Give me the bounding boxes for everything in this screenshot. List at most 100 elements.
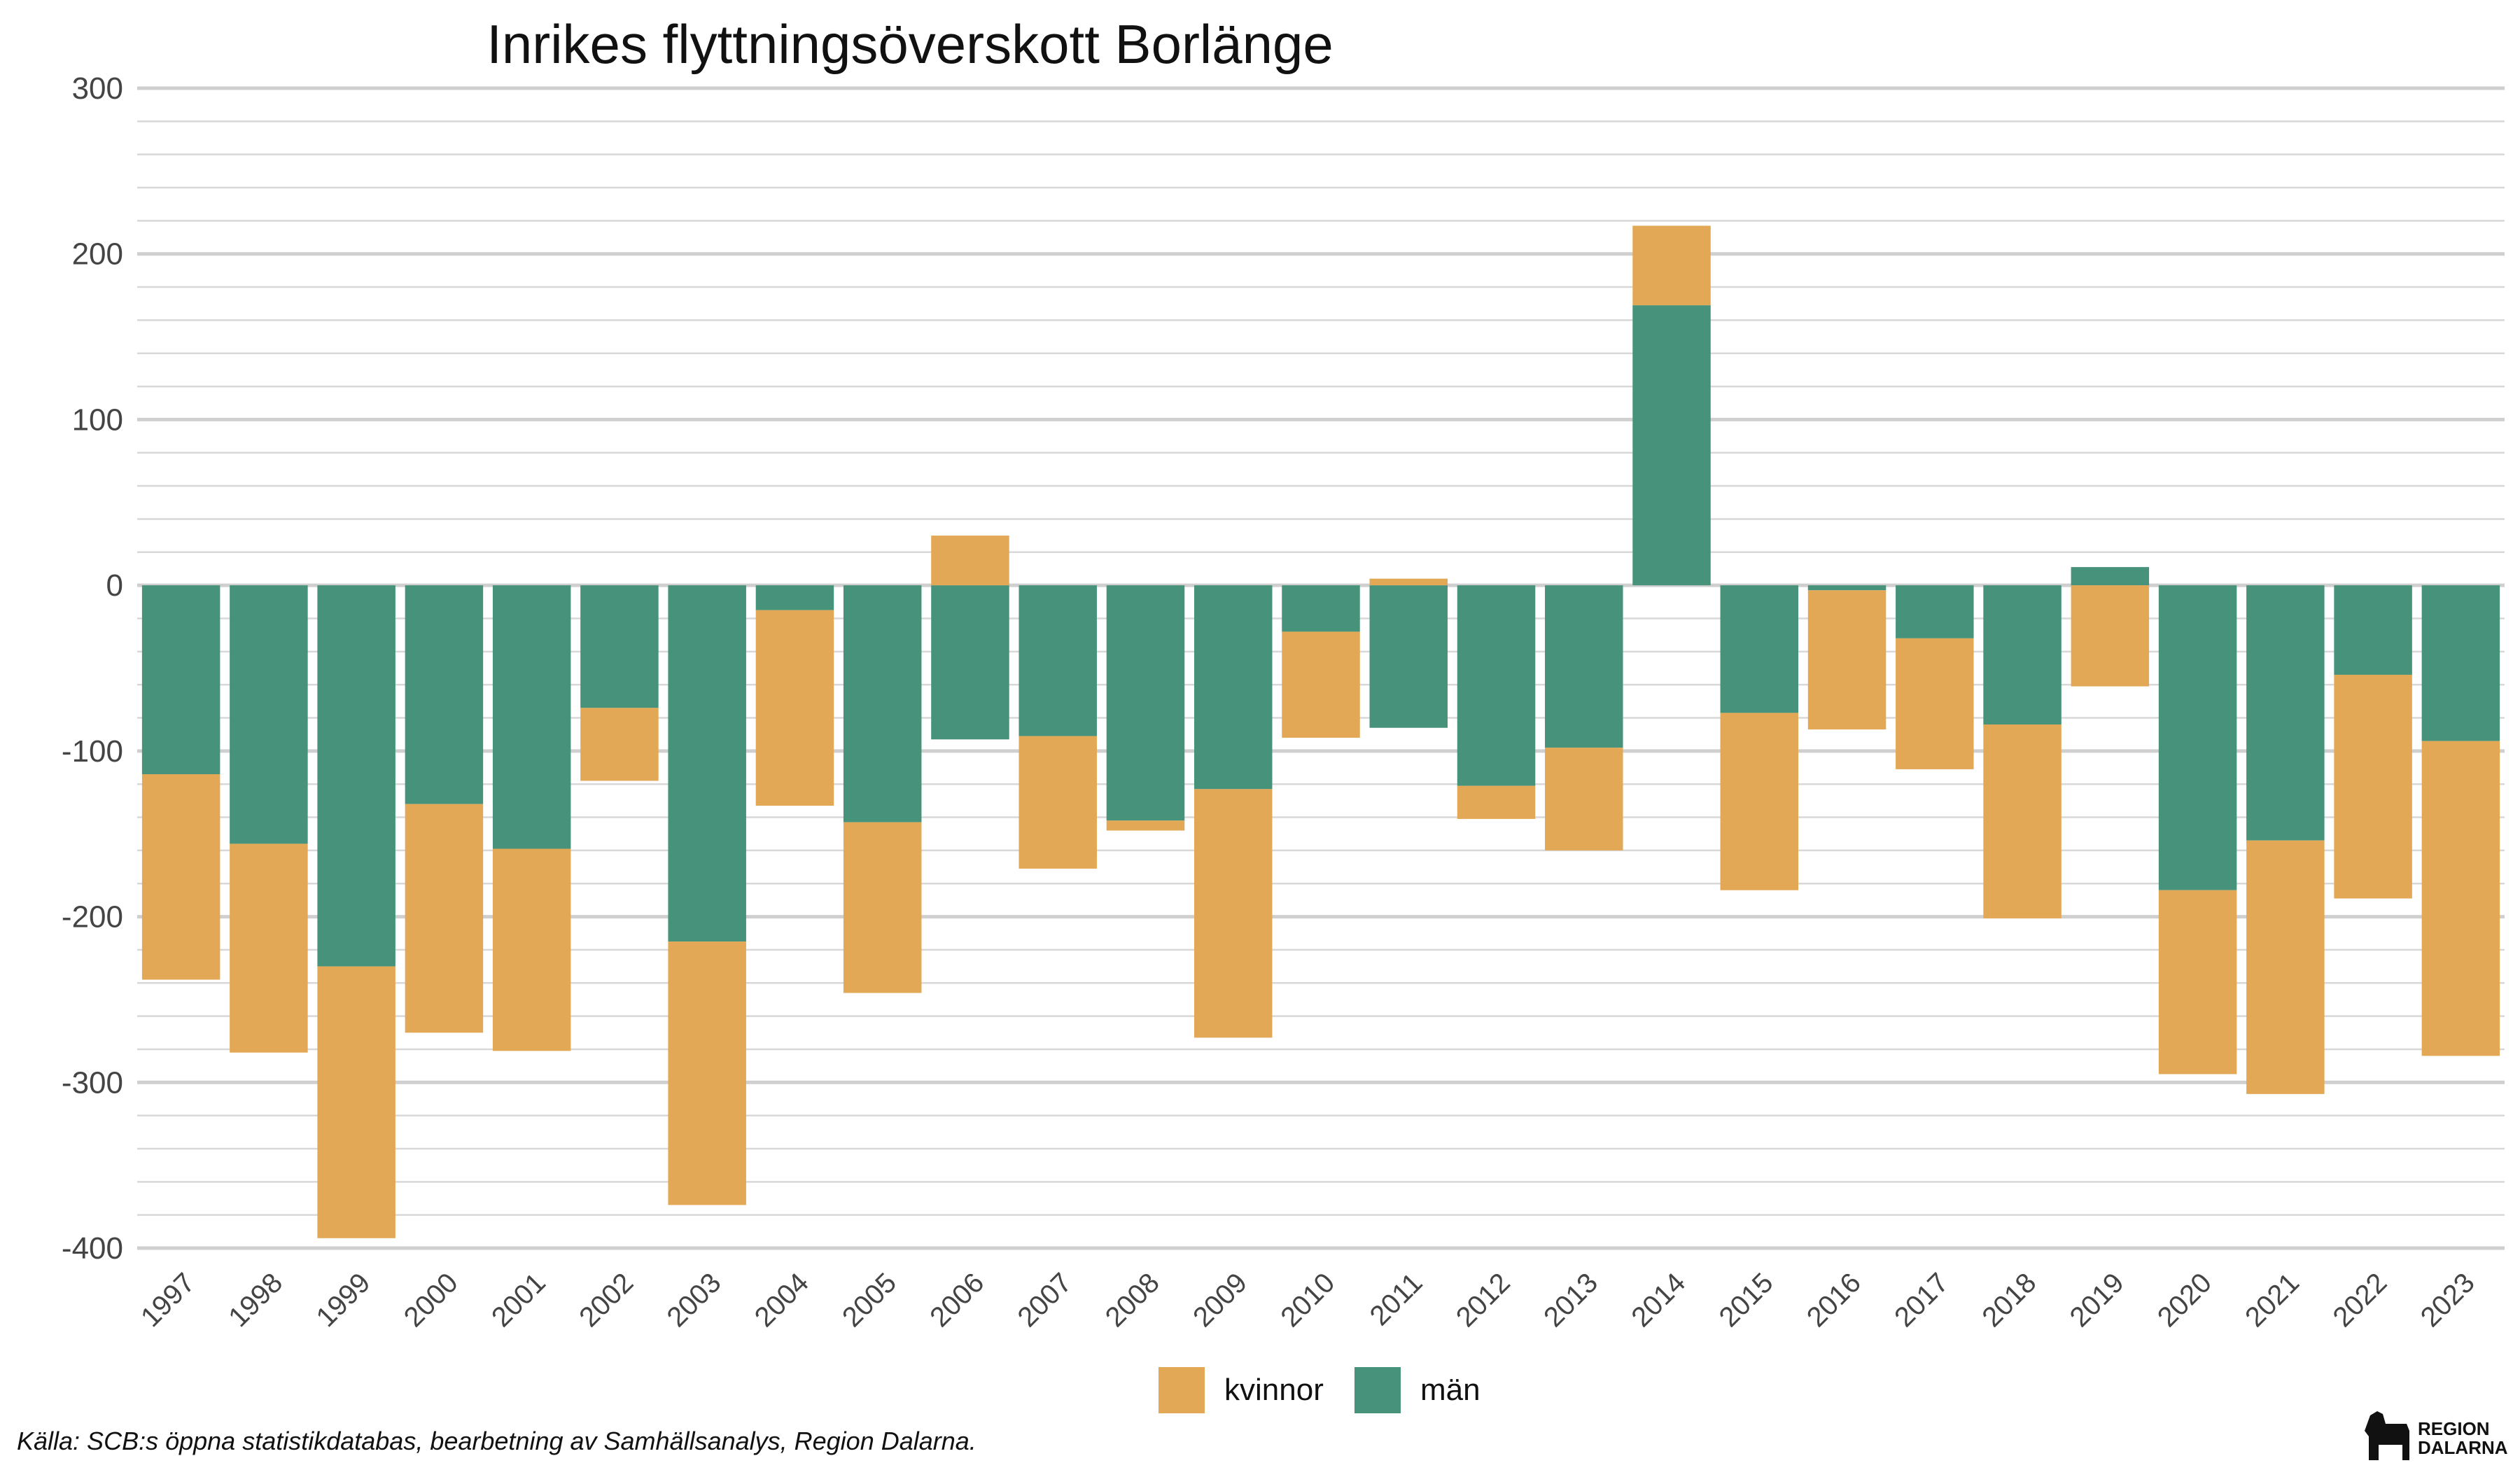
bar-kvinnor-2009 [1194, 789, 1273, 1038]
bar-man-2016 [1807, 585, 1886, 591]
x-tick-label: 2021 [2239, 1267, 2305, 1333]
bar-kvinnor-2022 [2334, 674, 2412, 899]
x-tick-label: 2020 [2152, 1267, 2218, 1333]
x-tick-label: 2015 [1714, 1267, 1779, 1333]
bar-man-2008 [1106, 585, 1185, 821]
bar-man-2011 [1369, 585, 1448, 728]
x-tick-label: 1998 [223, 1267, 288, 1333]
bar-kvinnor-1999 [317, 966, 396, 1238]
x-tick-label: 2012 [1450, 1267, 1516, 1333]
bar-man-2014 [1632, 305, 1711, 586]
bar-kvinnor-1997 [141, 774, 220, 980]
x-tick-label: 2003 [662, 1267, 727, 1333]
bar-kvinnor-2023 [2421, 741, 2500, 1056]
x-tick-labels: 1997 1998 1999 2000 2001 2002 2003 2004 2005 2006… [135, 1267, 2481, 1333]
bar-kvinnor-1998 [230, 844, 308, 1053]
bar-man-2002 [580, 585, 659, 708]
y-tick-label: 200 [72, 237, 123, 272]
x-tick-label: 1999 [310, 1267, 376, 1333]
bar-man-2021 [2246, 585, 2325, 841]
y-tick-labels: 300 200 100 0 -100 -200 -300 -400 [62, 71, 123, 1266]
bar-man-2019 [2071, 567, 2150, 586]
chart-source: Källa: SCB:s öppna statistikdatabas, bea… [17, 1427, 976, 1455]
bar-man-2007 [1018, 585, 1097, 736]
x-tick-label: 2006 [924, 1267, 990, 1333]
bar-kvinnor-2007 [1018, 736, 1097, 869]
bar-kvinnor-2008 [1106, 820, 1185, 831]
y-tick-label: -100 [62, 734, 123, 769]
bar-man-2004 [755, 585, 834, 610]
x-tick-label: 2011 [1364, 1267, 1429, 1331]
x-tick-label: 2018 [1976, 1267, 2042, 1333]
legend: kvinnor [1158, 1365, 1324, 1415]
x-tick-label: 2013 [1538, 1267, 1604, 1333]
y-tick-label: -300 [62, 1065, 123, 1100]
bar-kvinnor-2002 [580, 708, 659, 781]
bar-man-2020 [2158, 585, 2237, 890]
y-tick-label: 300 [72, 71, 123, 106]
x-tick-label: 2007 [1012, 1267, 1078, 1333]
legend-label-man: män [1420, 1373, 1480, 1407]
dala-horse-icon [2365, 1411, 2409, 1460]
x-tick-label: 2022 [2327, 1267, 2393, 1333]
bar-man-2012 [1457, 585, 1536, 786]
bar-man-2023 [2421, 585, 2500, 741]
bar-man-2015 [1720, 585, 1799, 713]
bar-kvinnor-2021 [2246, 840, 2325, 1094]
x-tick-label: 2001 [486, 1267, 552, 1333]
bar-kvinnor-2001 [492, 848, 571, 1051]
x-tick-label: 2010 [1275, 1267, 1340, 1333]
bar-kvinnor-2004 [755, 610, 834, 806]
bar-man-2000 [405, 585, 484, 804]
y-tick-label: -200 [62, 900, 123, 934]
y-tick-label: 0 [106, 568, 123, 603]
legend: män [1354, 1365, 1480, 1415]
bar-kvinnor-2005 [843, 822, 922, 993]
bar-kvinnor-2014 [1632, 225, 1711, 306]
legend-swatch-kvinnor [1158, 1367, 1205, 1413]
bar-man-2017 [1896, 585, 1974, 638]
bar-kvinnor-2010 [1282, 631, 1360, 738]
bar-kvinnor-2016 [1807, 590, 1886, 730]
x-tick-label: 2019 [2064, 1267, 2130, 1333]
bar-kvinnor-2011 [1369, 578, 1448, 586]
bar-kvinnor-2018 [1983, 724, 2062, 918]
bar-man-1999 [317, 585, 396, 967]
x-tick-label: 2000 [398, 1267, 464, 1333]
bar-man-2010 [1282, 585, 1360, 632]
bar-man-1998 [230, 585, 308, 844]
bar-kvinnor-2003 [668, 941, 746, 1205]
bar-kvinnor-2012 [1457, 785, 1536, 819]
logo-line-1: REGION [2418, 1418, 2490, 1439]
bar-kvinnor-2019 [2071, 585, 2150, 687]
y-tick-label: 100 [72, 402, 123, 437]
bar-kvinnor-2013 [1545, 748, 1623, 850]
logo-text: REGION DALARNA [2418, 1420, 2508, 1457]
chart-title: Inrikes flyttningsöverskott Borlänge [486, 13, 1334, 75]
x-tick-label: 2002 [573, 1267, 639, 1333]
bar-kvinnor-2020 [2158, 890, 2237, 1074]
bars [141, 225, 2500, 1238]
x-tick-label: 2004 [749, 1267, 815, 1333]
bar-man-2006 [931, 585, 1009, 740]
x-tick-label: 2008 [1100, 1267, 1166, 1333]
bar-man-2013 [1545, 585, 1623, 748]
bar-kvinnor-2006 [931, 536, 1009, 586]
bar-kvinnor-2017 [1896, 638, 1974, 769]
x-tick-label: 2005 [836, 1267, 902, 1333]
bar-man-2018 [1983, 585, 2062, 724]
x-tick-label: 2016 [1801, 1267, 1867, 1333]
bar-man-1997 [141, 585, 220, 774]
legend-label-kvinnor: kvinnor [1224, 1373, 1324, 1407]
bar-man-2003 [668, 585, 746, 942]
x-tick-label: 2009 [1187, 1267, 1253, 1333]
x-tick-label: 1997 [135, 1267, 201, 1333]
x-tick-label: 2017 [1889, 1267, 1954, 1333]
bar-kvinnor-2000 [405, 804, 484, 1033]
logo-line-2: DALARNA [2418, 1437, 2508, 1458]
x-tick-label: 2014 [1625, 1267, 1691, 1333]
legend-swatch-man [1354, 1367, 1401, 1413]
bar-man-2001 [492, 585, 571, 849]
bar-kvinnor-2015 [1720, 713, 1799, 890]
